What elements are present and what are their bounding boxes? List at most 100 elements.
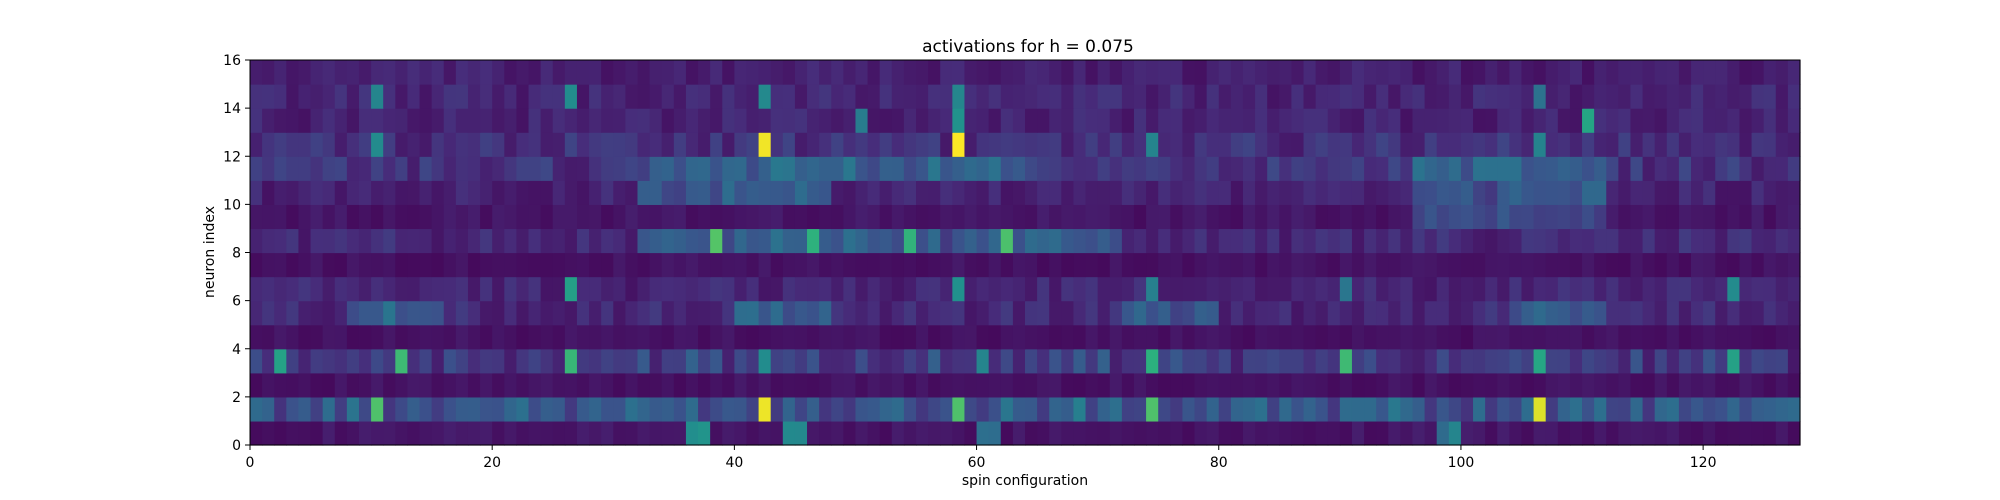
- heatmap-cell: [1497, 276, 1510, 302]
- heatmap-cell: [1073, 420, 1087, 446]
- heatmap-cell: [758, 420, 772, 446]
- heatmap-cell: [1642, 276, 1656, 302]
- heatmap-cell: [1061, 372, 1075, 398]
- heatmap-cell: [1255, 204, 1268, 230]
- heatmap-cell: [1000, 156, 1014, 181]
- heatmap-cell: [807, 276, 820, 302]
- heatmap-cell: [1315, 420, 1329, 446]
- heatmap-cell: [940, 276, 953, 302]
- heatmap-cell: [1073, 372, 1087, 398]
- heatmap-cell: [1703, 420, 1716, 446]
- heatmap-cell: [794, 396, 808, 422]
- heatmap-cell: [1255, 156, 1268, 181]
- heatmap-cell: [734, 348, 748, 374]
- heatmap-cell: [807, 180, 820, 205]
- heatmap-cell: [698, 156, 711, 181]
- heatmap-cell: [1582, 252, 1595, 278]
- heatmap-cell: [1073, 228, 1087, 254]
- heatmap-cell: [1146, 252, 1159, 278]
- heatmap-cell: [916, 108, 929, 133]
- heatmap-cell: [1412, 180, 1426, 205]
- heatmap-cell: [1739, 132, 1753, 157]
- heatmap-cell: [964, 108, 978, 133]
- heatmap-cell: [807, 60, 820, 85]
- heatmap-cell: [843, 60, 857, 85]
- heatmap-cell: [1533, 396, 1547, 422]
- heatmap-cell: [734, 420, 748, 446]
- heatmap-cell: [855, 252, 869, 278]
- heatmap-cell: [1751, 420, 1765, 446]
- heatmap-cell: [1412, 396, 1426, 422]
- heatmap-cell: [1267, 204, 1280, 230]
- heatmap-cell: [1230, 108, 1244, 133]
- heatmap-cell: [819, 396, 832, 422]
- heatmap-cell: [1061, 60, 1075, 85]
- heatmap-cell: [1037, 372, 1050, 398]
- heatmap-cell: [1739, 180, 1753, 205]
- heatmap-cell: [746, 252, 760, 278]
- heatmap-cell: [1497, 252, 1510, 278]
- heatmap-cell: [928, 276, 941, 302]
- heatmap-cell: [1158, 204, 1171, 230]
- heatmap-cell: [1691, 348, 1704, 374]
- heatmap-cell: [831, 84, 844, 109]
- heatmap-cell: [286, 420, 300, 446]
- heatmap-cell: [298, 276, 312, 302]
- heatmap-cell: [310, 156, 324, 181]
- heatmap-cell: [710, 252, 723, 278]
- heatmap-cell: [1618, 132, 1632, 157]
- heatmap-cell: [1133, 132, 1147, 157]
- heatmap-cell: [1327, 84, 1341, 109]
- heatmap-cell: [346, 132, 360, 157]
- heatmap-cell: [1448, 228, 1462, 254]
- heatmap-cell: [1158, 372, 1171, 398]
- heatmap-cell: [1787, 276, 1801, 302]
- heatmap-cell: [1715, 228, 1728, 254]
- heatmap-cell: [1497, 132, 1510, 157]
- heatmap-cell: [383, 60, 396, 85]
- heatmap-cell: [298, 324, 312, 350]
- heatmap-cell: [1691, 252, 1704, 278]
- heatmap-cell: [564, 156, 578, 181]
- heatmap-cell: [1557, 348, 1571, 374]
- heatmap-cell: [807, 132, 820, 157]
- heatmap-cell: [831, 324, 844, 350]
- heatmap-cell: [649, 156, 663, 181]
- heatmap-cell: [1242, 324, 1256, 350]
- heatmap-cell: [988, 324, 1002, 350]
- heatmap-cell: [625, 420, 639, 446]
- heatmap-cell: [1085, 300, 1099, 326]
- heatmap-cell: [1715, 156, 1728, 181]
- heatmap-cell: [1436, 84, 1450, 109]
- heatmap-cell: [1715, 300, 1728, 326]
- heatmap-cell: [661, 84, 675, 109]
- heatmap-cell: [867, 276, 881, 302]
- heatmap-cell: [1654, 156, 1668, 181]
- heatmap-cell: [443, 180, 457, 205]
- heatmap-cell: [1364, 108, 1377, 133]
- heatmap-cell: [940, 348, 953, 374]
- heatmap-cell: [1545, 276, 1559, 302]
- heatmap-cell: [274, 60, 287, 85]
- heatmap-cell: [1751, 324, 1765, 350]
- heatmap-cell: [1400, 348, 1414, 374]
- heatmap-cell: [576, 276, 590, 302]
- heatmap-cell: [467, 276, 481, 302]
- heatmap-cell: [1121, 420, 1135, 446]
- chart-title: activations for h = 0.075: [922, 37, 1134, 57]
- heatmap-cell: [443, 324, 457, 350]
- heatmap-cell: [685, 420, 699, 446]
- heatmap-cell: [528, 348, 542, 374]
- heatmap-cell: [395, 108, 409, 133]
- heatmap-cell: [1376, 276, 1389, 302]
- heatmap-cell: [1485, 204, 1498, 230]
- heatmap-cell: [1666, 348, 1680, 374]
- heatmap-cell: [274, 204, 287, 230]
- heatmap-cell: [492, 180, 505, 205]
- heatmap-cell: [1715, 108, 1728, 133]
- heatmap-cell: [807, 108, 820, 133]
- heatmap-cell: [1376, 228, 1389, 254]
- heatmap-cell: [1618, 396, 1632, 422]
- heatmap-cell: [710, 276, 723, 302]
- heatmap-cell: [782, 420, 796, 446]
